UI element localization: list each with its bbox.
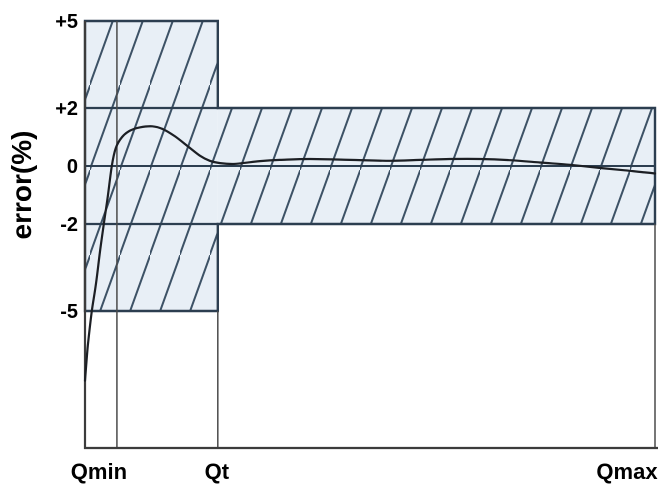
x-tick-label-qt: Qt [205,459,230,484]
x-tick-label-qmin: Qmin [71,459,127,484]
y-axis-title: error(%) [6,131,37,240]
y-tick-label-2: +2 [55,98,78,120]
y-tick-label--5: -5 [60,301,78,323]
y-tick-label--2: -2 [60,214,78,236]
meter-error-curve [83,125,657,382]
y-tick-label-5: +5 [55,11,78,33]
y-tick-label-0: 0 [67,156,78,178]
x-tick-label-qmax: Qmax [596,459,658,484]
